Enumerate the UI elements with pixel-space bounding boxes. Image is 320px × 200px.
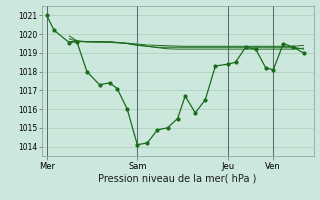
X-axis label: Pression niveau de la mer( hPa ): Pression niveau de la mer( hPa ) — [99, 173, 257, 183]
